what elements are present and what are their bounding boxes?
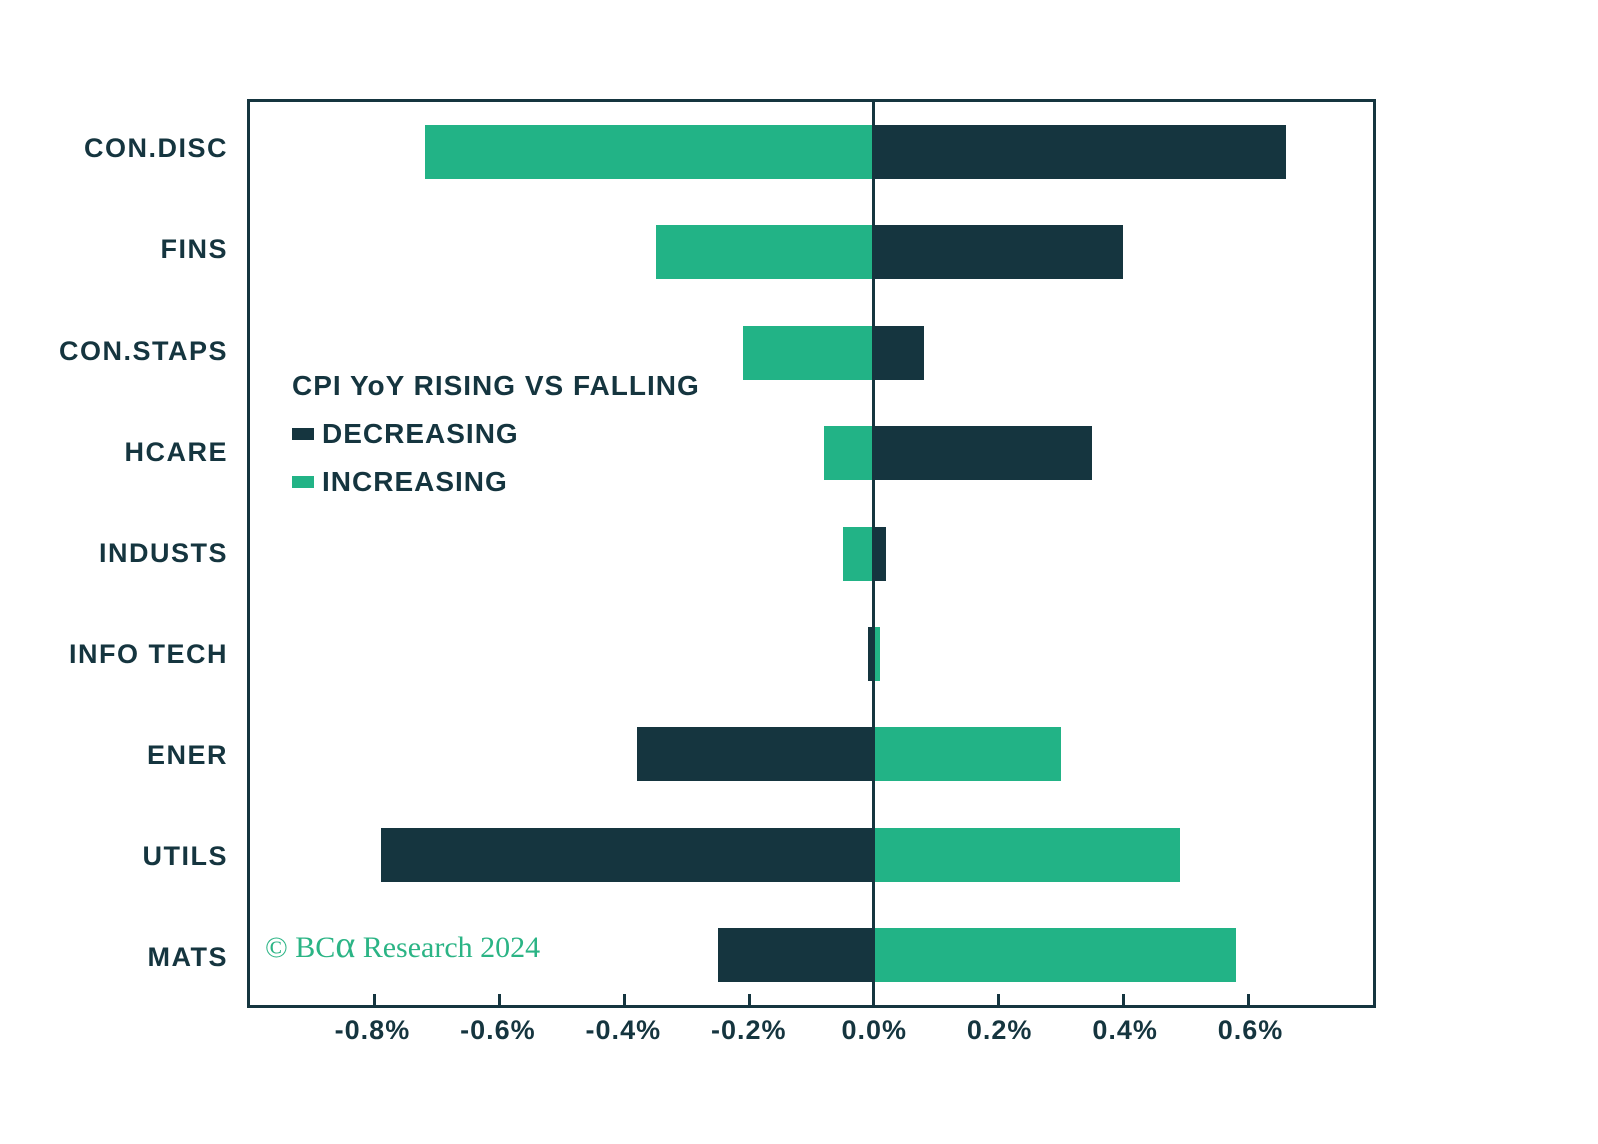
copyright-alpha: α [335,924,356,966]
x-tick-mark [747,994,751,1005]
bar-decreasing [873,526,887,581]
x-tick-label: 0.6% [1217,1015,1284,1045]
bar-decreasing [717,927,874,982]
legend-entry-increasing: INCREASING [292,466,700,498]
legend: CPI YoY RISING VS FALLING DECREASING INC… [292,370,700,498]
bar-decreasing [873,125,1286,180]
x-tick-label: -0.6% [460,1015,536,1045]
x-tick-mark [498,994,502,1005]
category-label: INFO TECH [69,638,228,669]
category-label: MATS [147,941,228,972]
bar-decreasing [873,225,1124,280]
bar-increasing [842,526,874,581]
x-tick-mark [1246,994,1250,1005]
x-tick-mark [1121,994,1125,1005]
bar-increasing [873,727,1062,782]
copyright-text: © BCα Research 2024 [265,926,540,965]
bar-increasing [873,927,1236,982]
bar-increasing [873,827,1180,882]
x-tick-mark [622,994,626,1005]
x-tick-mark [997,994,1001,1005]
category-label: CON.STAPS [58,335,228,366]
legend-label-decreasing: DECREASING [322,418,519,449]
bar-decreasing [636,727,874,782]
x-axis: -0.8% -0.6% -0.4% -0.2% 0.0% 0.2% 0.4% 0.6% [247,1015,1376,1065]
x-tick-label: -0.8% [334,1015,411,1045]
legend-label-increasing: INCREASING [322,466,508,497]
x-tick-label: -0.2% [710,1015,787,1045]
bar-decreasing [873,426,1093,481]
bar-increasing [424,125,874,180]
category-label: ENER [146,739,228,770]
x-tick-label: 0.2% [966,1015,1033,1045]
legend-entry-decreasing: DECREASING [292,418,700,450]
category-label: FINS [160,234,228,265]
bar-decreasing [873,325,924,380]
bar-increasing [655,225,874,280]
legend-title: CPI YoY RISING VS FALLING [292,370,700,401]
category-label: INDUSTS [98,537,228,568]
x-tick-label: 0.4% [1092,1015,1158,1045]
category-label: UTILS [142,840,228,871]
bar-decreasing [381,827,874,882]
category-label: CON.DISC [83,133,228,164]
plot-area: CPI YoY RISING VS FALLING DECREASING INC… [247,99,1376,1008]
y-axis-labels: CON.DISC FINS CON.STAPS HCARE INDUSTS INFO TE… [0,99,228,1008]
zero-axis-line [872,102,876,1005]
x-tick-label: 0.0% [841,1015,907,1045]
x-tick-mark [373,994,377,1005]
increasing-swatch-icon [292,476,314,488]
bar-increasing [873,626,881,681]
copyright-prefix: © BC [265,931,336,964]
bar-increasing [823,426,874,481]
bar-decreasing [867,626,874,681]
x-tick-label: -0.4% [585,1015,662,1045]
decreasing-swatch-icon [292,428,314,440]
category-label: HCARE [124,436,228,467]
bar-increasing [742,325,874,380]
copyright-suffix: Research 2024 [355,931,541,964]
